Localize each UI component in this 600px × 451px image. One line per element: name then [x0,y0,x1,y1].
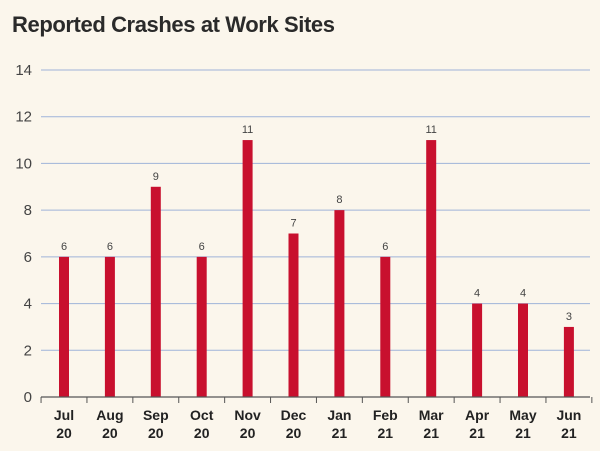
data-label: 3 [566,311,572,323]
x-tick-label-year: 21 [561,425,577,441]
data-label: 7 [290,218,296,230]
bars [59,140,574,398]
x-tick-label-month: Jun [556,407,581,423]
x-tick-label-month: Dec [281,407,307,423]
x-tick-label-month: Mar [419,407,444,423]
data-label: 6 [199,241,205,253]
data-label: 8 [336,194,342,206]
x-tick-label-month: Oct [190,407,214,423]
y-tick-label: 8 [24,202,32,219]
x-tick-label-year: 20 [56,425,72,441]
x-tick-label-year: 20 [286,425,302,441]
bar [59,256,69,397]
bar [288,233,299,397]
data-label: 6 [61,241,67,253]
bar [472,303,483,397]
y-tick-label: 2 [24,342,32,359]
x-tick-label-year: 20 [194,425,210,441]
bar [150,186,161,397]
x-tick-label-month: Sep [143,407,169,423]
gridlines [41,69,590,351]
x-tick-label-month: May [509,407,536,423]
bar [518,303,528,397]
x-tick-label-year: 20 [240,425,256,441]
x-tick-label-year: 21 [423,425,439,441]
chart-title: Reported Crashes at Work Sites [12,12,335,37]
x-tick-label-year: 20 [102,425,118,441]
data-label: 11 [425,124,436,136]
x-tick-label-month: Apr [465,407,490,423]
x-tick-label-month: Jan [327,407,351,423]
x-tick-label-month: Jul [54,407,74,423]
y-tick-label: 6 [24,249,32,266]
x-tick-label-year: 21 [378,425,394,441]
x-tick-label-year: 20 [148,425,164,441]
data-label: 6 [107,241,113,253]
bar [426,140,437,398]
bar [196,256,207,397]
bar [104,256,115,397]
data-label: 6 [382,241,388,253]
bar [563,326,574,397]
bar [380,256,391,397]
data-label: 11 [242,124,253,136]
y-tick-label: 0 [24,389,32,406]
bar [242,140,253,398]
data-label: 4 [520,288,526,300]
data-labels: 6 6 9 6 11 7 8 6 11 4 4 3 [61,124,572,323]
x-tick-label-month: Aug [96,407,123,423]
y-tick-label: 12 [15,109,32,126]
x-axis-ticks: Jul 20 Aug 20 Sep 20 Oct 20 Nov 20 Dec 20 Jan 21 Feb 21… [54,407,581,441]
y-tick-label: 10 [15,155,32,172]
x-tick-label-year: 21 [515,425,531,441]
x-axis [40,396,593,403]
data-label: 4 [474,288,480,300]
bar [334,210,345,397]
x-tick-label-month: Feb [373,407,398,423]
x-tick-label-month: Nov [234,407,261,423]
y-axis-ticks: 0 2 4 6 8 10 12 14 [15,62,32,406]
y-tick-label: 4 [24,296,32,313]
x-tick-label-year: 21 [332,425,348,441]
y-tick-label: 14 [15,62,32,79]
data-label: 9 [153,171,159,183]
x-tick-label-year: 21 [469,425,485,441]
